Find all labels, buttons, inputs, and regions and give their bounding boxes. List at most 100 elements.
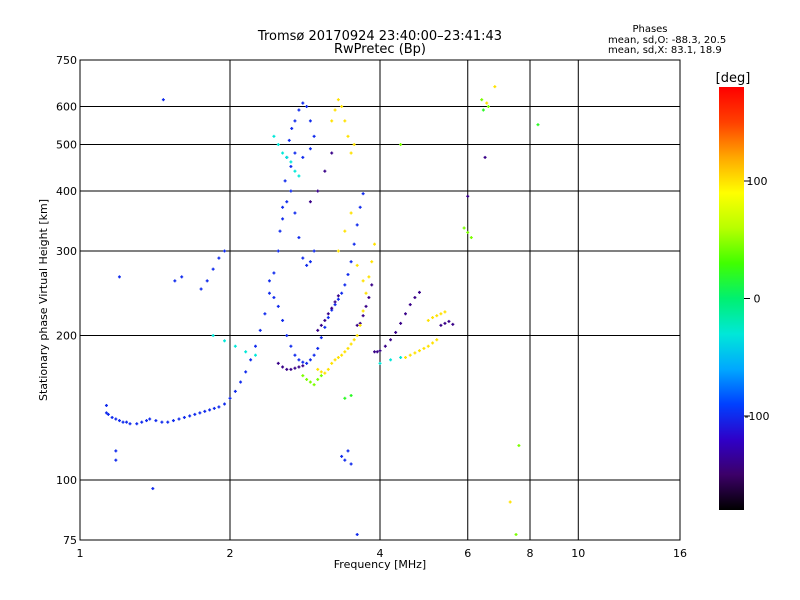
data-point <box>289 160 293 164</box>
data-point <box>171 419 175 423</box>
colorbar-tick-label: 0 <box>754 293 761 306</box>
data-point <box>346 346 350 350</box>
data-point <box>117 275 121 279</box>
data-point <box>148 417 152 421</box>
data-point <box>301 101 305 105</box>
data-point <box>305 361 309 365</box>
data-point <box>114 417 118 421</box>
stats-line-x: mean, sd,X: 83.1, 18.9 <box>608 45 722 56</box>
y-axis-ticks: 75 100 200 300 400 500 600 750 <box>56 54 77 547</box>
data-point <box>403 355 407 359</box>
data-point <box>336 98 340 102</box>
data-point <box>447 319 451 323</box>
data-point <box>493 85 497 89</box>
data-point <box>281 217 285 221</box>
data-point <box>352 242 356 246</box>
data-point <box>128 422 132 426</box>
data-point <box>323 318 327 322</box>
data-point <box>160 420 164 424</box>
data-point <box>289 164 293 168</box>
data-point <box>355 533 359 537</box>
data-point <box>281 205 285 209</box>
data-point <box>276 249 280 253</box>
data-point <box>417 290 421 294</box>
data-point <box>323 371 327 375</box>
data-point <box>451 322 455 326</box>
data-point <box>316 189 320 193</box>
data-point <box>301 155 305 159</box>
data-point <box>466 230 470 234</box>
data-point <box>180 275 184 279</box>
data-point <box>394 330 398 334</box>
data-point <box>217 405 221 409</box>
data-point <box>346 449 350 453</box>
data-point <box>443 321 447 325</box>
data-point <box>370 283 374 287</box>
data-point <box>233 389 237 393</box>
colorbar-tick-label: 100 <box>747 175 768 188</box>
data-point <box>301 364 305 368</box>
data-point <box>272 271 276 275</box>
data-point <box>290 126 294 130</box>
data-point <box>426 318 430 322</box>
data-point <box>249 358 253 362</box>
data-point <box>293 366 297 370</box>
data-point <box>276 361 280 365</box>
data-point <box>343 458 347 462</box>
data-point <box>330 306 334 310</box>
data-point <box>154 419 158 423</box>
data-point <box>125 420 129 424</box>
data-point <box>297 358 301 362</box>
data-point <box>293 353 297 357</box>
data-point <box>104 411 108 415</box>
data-point <box>333 108 337 112</box>
colorbar: [deg] 100 0 -100 <box>716 71 769 510</box>
data-point <box>336 297 340 301</box>
data-point <box>508 500 512 504</box>
data-point <box>466 194 470 198</box>
data-point <box>399 355 403 359</box>
data-point <box>316 346 320 350</box>
data-point <box>316 377 320 381</box>
data-point <box>417 349 421 353</box>
data-point <box>326 312 330 316</box>
data-point <box>301 374 305 378</box>
data-point <box>312 249 316 253</box>
y-tick-label: 600 <box>56 101 77 114</box>
data-point <box>349 151 353 155</box>
data-point <box>330 361 334 365</box>
data-point <box>267 291 271 295</box>
colorbar-ticks: 100 0 -100 <box>744 175 769 423</box>
data-point <box>361 192 365 196</box>
data-point <box>439 323 443 327</box>
data-point <box>323 169 327 173</box>
data-point <box>536 123 540 127</box>
data-point <box>121 420 125 424</box>
data-point <box>326 367 330 371</box>
data-point <box>370 260 374 264</box>
data-point <box>355 263 359 267</box>
data-point <box>469 236 473 240</box>
data-point <box>349 342 353 346</box>
data-point <box>293 119 297 123</box>
data-point <box>373 242 377 246</box>
data-point <box>289 344 293 348</box>
data-point <box>316 367 320 371</box>
y-tick-label: 75 <box>63 534 77 547</box>
data-point <box>399 321 403 325</box>
stats-heading: Phases <box>632 24 667 35</box>
data-point <box>281 365 285 369</box>
data-point <box>361 279 365 283</box>
data-point <box>267 279 271 283</box>
data-point <box>289 189 293 193</box>
data-point <box>253 353 257 357</box>
data-point <box>361 309 365 313</box>
x-axis-ticks: 1 2 4 6 8 10 16 <box>77 547 688 560</box>
y-tick-label: 300 <box>56 245 77 258</box>
data-point <box>349 462 353 466</box>
data-point <box>114 449 118 453</box>
data-point <box>431 316 435 320</box>
data-point <box>117 419 121 423</box>
data-point <box>182 415 186 419</box>
data-point <box>263 312 267 316</box>
